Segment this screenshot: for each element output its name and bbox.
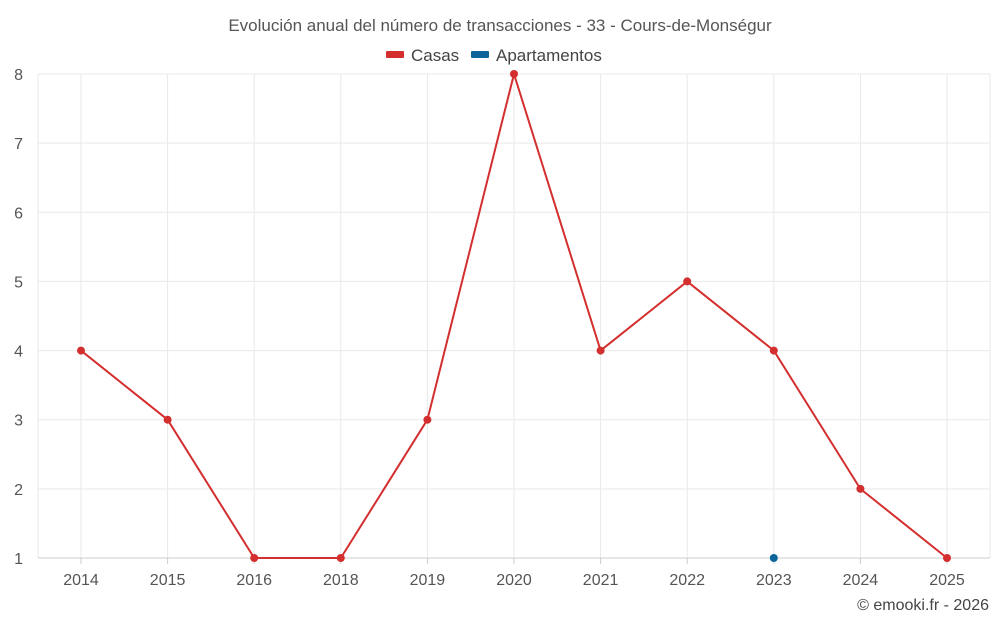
x-tick-label: 2014: [63, 572, 99, 589]
legend: Casas Apartamentos: [386, 46, 602, 65]
data-point-casas[interactable]: [250, 554, 259, 562]
y-tick-label: 7: [14, 136, 23, 153]
legend-label-apartamentos: Apartamentos: [496, 46, 602, 65]
data-point-casas[interactable]: [163, 415, 172, 424]
legend-item-apartamentos[interactable]: Apartamentos: [471, 46, 602, 65]
x-tick-label: 2016: [236, 572, 272, 589]
x-tick-label: 2023: [756, 572, 792, 589]
x-tick-label: 2022: [669, 572, 705, 589]
y-tick-label: 6: [14, 205, 23, 222]
data-point-casas[interactable]: [769, 346, 778, 355]
data-point-casas[interactable]: [336, 554, 345, 562]
data-point-casas[interactable]: [856, 484, 865, 493]
data-point-casas[interactable]: [423, 415, 432, 424]
x-tick-label: 2015: [150, 572, 186, 589]
y-tick-label: 2: [14, 482, 23, 499]
y-tick-label: 4: [14, 344, 23, 361]
x-tick-label: 2024: [843, 572, 879, 589]
y-tick-label: 8: [14, 67, 23, 84]
x-tick-label: 2018: [323, 572, 359, 589]
legend-label-casas: Casas: [411, 46, 459, 65]
x-axis-labels: 2014 2015 2016 2018 2019 2020 2021 2022 2023 2024…: [63, 572, 965, 589]
y-tick-label: 3: [14, 413, 23, 430]
y-tick-label: 1: [14, 551, 23, 568]
legend-swatch-apartamentos: [471, 51, 489, 58]
data-point-apartamentos[interactable]: [769, 554, 778, 562]
data-point-casas[interactable]: [510, 70, 518, 78]
legend-swatch-casas: [386, 51, 404, 58]
y-axis-labels: 1 2 3 4 5 6 7 8: [14, 67, 23, 568]
x-tick-label: 2019: [410, 572, 446, 589]
x-tick-label: 2025: [929, 572, 965, 589]
x-tick-label: 2021: [583, 572, 619, 589]
data-point-casas[interactable]: [943, 554, 951, 562]
legend-item-casas[interactable]: Casas: [386, 46, 459, 65]
data-point-casas[interactable]: [77, 346, 85, 355]
data-point-casas[interactable]: [683, 277, 692, 286]
series-layer: [77, 70, 951, 562]
data-point-casas[interactable]: [596, 346, 605, 355]
credit-text: © emooki.fr - 2026: [857, 597, 989, 614]
grid-layer: [37, 73, 991, 564]
chart-title: Evolución anual del número de transaccio…: [228, 16, 772, 35]
x-tick-label: 2020: [496, 572, 532, 589]
y-tick-label: 5: [14, 274, 23, 291]
